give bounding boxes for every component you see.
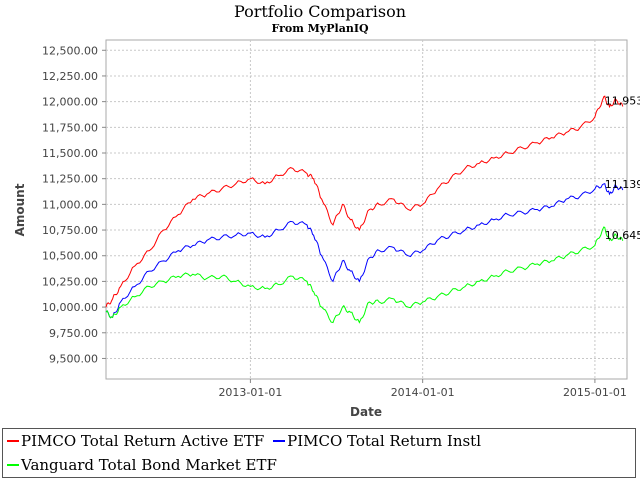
legend-item-vanguard-bond: Vanguard Total Bond Market ETF bbox=[7, 455, 277, 475]
series-lines bbox=[105, 95, 624, 324]
chart-subtitle: From MyPlanIQ bbox=[271, 22, 369, 35]
y-axis-label: Amount bbox=[13, 183, 27, 236]
series-line-2 bbox=[105, 226, 624, 324]
x-tick-label: 2015-01-01 bbox=[563, 386, 627, 399]
legend-swatch-blue bbox=[273, 440, 286, 442]
plot-area bbox=[105, 39, 628, 380]
legend-swatch-red bbox=[7, 440, 19, 442]
x-axis-label: Date bbox=[350, 405, 382, 419]
y-tick-label: 9,500.00 bbox=[49, 352, 98, 365]
y-tick-label: 10,750.00 bbox=[42, 224, 98, 237]
x-tick-label: 2013-01-01 bbox=[218, 386, 282, 399]
series-end-label: 10,645 bbox=[605, 229, 640, 242]
series-end-label: 11,953 bbox=[605, 94, 640, 107]
y-tick-label: 11,500.00 bbox=[42, 147, 98, 160]
y-tick-label: 11,750.00 bbox=[42, 121, 98, 134]
y-tick-label: 12,000.00 bbox=[42, 96, 98, 109]
y-tick-label: 10,250.00 bbox=[42, 275, 98, 288]
chart-title: Portfolio Comparison bbox=[234, 2, 406, 21]
y-tick-label: 10,000.00 bbox=[42, 301, 98, 314]
series-end-labels: 11,953 11,139 10,645 bbox=[605, 94, 640, 241]
y-tick-label: 11,000.00 bbox=[42, 198, 98, 211]
legend-label: Vanguard Total Bond Market ETF bbox=[21, 456, 277, 474]
y-tick-label: 9,750.00 bbox=[49, 327, 98, 340]
legend-item-pimco-active-etf: PIMCO Total Return Active ETF bbox=[7, 431, 264, 451]
legend-item-pimco-instl: PIMCO Total Return Instl bbox=[273, 431, 481, 451]
x-axis-ticks: 2013-01-01 2014-01-01 2015-01-01 bbox=[218, 379, 627, 399]
series-line-1 bbox=[105, 183, 624, 319]
series-end-label: 11,139 bbox=[605, 178, 640, 191]
y-tick-label: 12,250.00 bbox=[42, 70, 98, 83]
legend-swatch-green bbox=[7, 464, 19, 466]
legend: PIMCO Total Return Active ETF PIMCO Tota… bbox=[2, 428, 636, 478]
legend-label: PIMCO Total Return Active ETF bbox=[21, 432, 265, 450]
legend-label: PIMCO Total Return Instl bbox=[287, 432, 482, 450]
y-tick-label: 10,500.00 bbox=[42, 250, 98, 263]
series-line-0 bbox=[105, 95, 624, 308]
portfolio-chart: Portfolio Comparison From MyPlanIQ 9,500… bbox=[13, 2, 640, 419]
legend-row-1: PIMCO Total Return Active ETF PIMCO Tota… bbox=[7, 431, 485, 451]
y-tick-label: 12,500.00 bbox=[42, 44, 98, 57]
y-axis-ticks: 9,500.00 9,750.00 10,000.00 10,250.00 10,500… bbox=[42, 44, 106, 365]
y-tick-label: 11,250.00 bbox=[42, 173, 98, 186]
x-tick-label: 2014-01-01 bbox=[391, 386, 455, 399]
legend-row-2: Vanguard Total Bond Market ETF bbox=[7, 455, 281, 475]
